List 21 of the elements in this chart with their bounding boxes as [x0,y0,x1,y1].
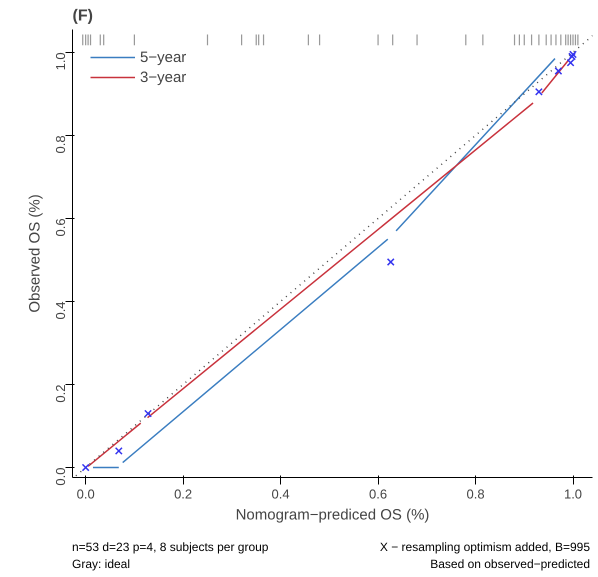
x-tick-label: 0.0 [76,486,95,502]
text: Based on observed−predicted [430,557,590,572]
legend-label: 3−year [140,68,186,86]
chart-title: (F) [72,8,93,24]
x-tick-label: 0.2 [174,486,192,502]
text: n=53 d=23 p=4, 8 subjects per group [72,540,268,554]
x-tick-label: 1.0 [564,486,582,502]
legend-label: 5−year [140,48,186,66]
y-tick-label: 0.8 [53,135,68,154]
x-tick-label: 0.8 [466,486,485,502]
text: Gray: ideal [72,557,130,572]
x-tick-label: 0.6 [369,486,388,502]
y-tick-label: 0.2 [53,384,68,403]
y-axis-title: Observed OS (%) [26,194,44,313]
x-tick-label: 0.4 [272,486,290,502]
y-tick-label: 1.0 [53,52,68,70]
x-axis-title: Nomogram−prediced OS (%) [236,506,430,524]
y-tick-label: 0.4 [53,301,68,320]
y-tick-label: 0.6 [53,218,68,236]
text: X − resampling optimism added, B=995 [380,540,590,554]
y-tick-label: 0.0 [53,468,68,486]
